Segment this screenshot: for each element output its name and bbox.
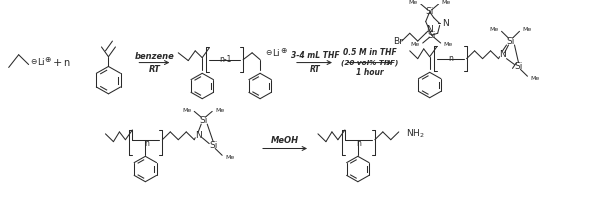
Text: Li: Li	[272, 49, 280, 58]
Text: Me: Me	[411, 42, 420, 47]
Text: Me: Me	[215, 108, 224, 113]
Text: ⊕: ⊕	[44, 55, 51, 64]
Text: 3-4 mL THF: 3-4 mL THF	[291, 51, 339, 60]
Text: Me: Me	[182, 108, 191, 113]
Text: N: N	[426, 25, 433, 34]
Text: +: +	[53, 58, 62, 67]
Text: Me: Me	[408, 0, 418, 6]
Text: n: n	[448, 54, 453, 63]
Text: 1 hour: 1 hour	[356, 68, 384, 77]
Text: Si: Si	[209, 141, 217, 150]
Text: Me: Me	[225, 155, 235, 160]
Text: N: N	[195, 131, 202, 140]
Text: n-1: n-1	[219, 55, 232, 64]
Text: n: n	[356, 139, 361, 148]
Text: MeOH: MeOH	[271, 136, 299, 145]
Text: (20 vol% THF): (20 vol% THF)	[341, 59, 399, 66]
Text: Li: Li	[37, 58, 44, 67]
Text: n: n	[144, 139, 149, 148]
Text: NH$_2$: NH$_2$	[406, 128, 424, 140]
Text: Me: Me	[490, 27, 498, 32]
Text: Si: Si	[506, 37, 515, 46]
Text: Si: Si	[514, 62, 523, 71]
Text: N: N	[499, 50, 506, 59]
Text: ⊖: ⊖	[265, 48, 271, 57]
Text: ⊕: ⊕	[280, 46, 286, 55]
Text: benzene: benzene	[134, 52, 174, 61]
Text: 0.5 M in THF: 0.5 M in THF	[343, 48, 397, 57]
Text: Si: Si	[199, 116, 207, 125]
Text: Me: Me	[444, 42, 453, 47]
Text: n: n	[63, 58, 70, 67]
Text: RT: RT	[310, 65, 321, 74]
Text: Me: Me	[442, 0, 451, 6]
Text: RT: RT	[149, 65, 160, 74]
Text: Br: Br	[393, 37, 402, 46]
Text: Si: Si	[426, 7, 434, 16]
Text: Me: Me	[522, 27, 532, 32]
Text: Si: Si	[427, 31, 436, 40]
Text: ⊖: ⊖	[30, 57, 37, 66]
Text: Me: Me	[531, 76, 540, 81]
Text: N: N	[442, 19, 448, 28]
